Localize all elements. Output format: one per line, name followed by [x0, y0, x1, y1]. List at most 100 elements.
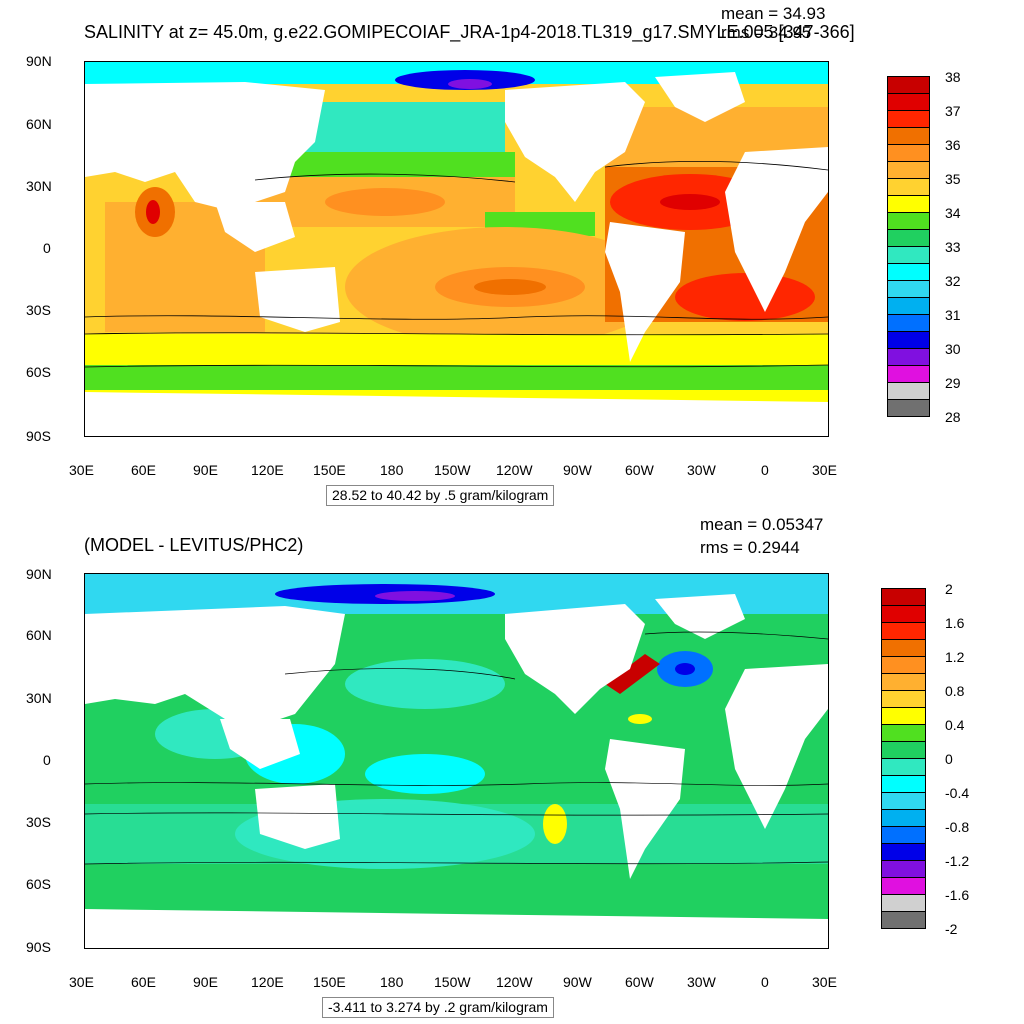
colorbar-swatch [887, 263, 930, 281]
contour-lines [85, 161, 828, 368]
colorbar-label: 1.6 [945, 615, 965, 631]
lat-label-60s-p2: 60S [26, 876, 51, 892]
lat-label-90s-p2: 90S [26, 939, 51, 955]
colorbar-label: -1.6 [945, 887, 970, 903]
north-atlantic-core [660, 194, 720, 210]
south-atlantic-max [675, 273, 815, 321]
colorbar-swatch [887, 76, 930, 94]
lon-label-180: 180 [380, 462, 404, 478]
lon-label-60e-p2: 60E [131, 974, 156, 990]
lon-label-30e-p2: 30E [69, 974, 94, 990]
lon-label-60e: 60E [131, 462, 156, 478]
lat-label-30n-p2: 30N [26, 690, 52, 706]
lon-label-150w-p2: 150W [434, 974, 471, 990]
colorbar-swatch [887, 178, 930, 196]
colorbar-swatch [887, 144, 930, 162]
arctic-negative-core [375, 591, 455, 601]
arctic-fresh-inner [448, 79, 492, 89]
southern-ocean-cyan [85, 804, 828, 864]
lat-label-30n: 30N [26, 178, 52, 194]
colorbar-label: 38 [945, 69, 961, 85]
colorbar-label: 1.2 [945, 649, 965, 665]
south-pacific-positive [543, 804, 567, 844]
colorbar-label: -2 [945, 921, 958, 937]
gulf-stream-positive [605, 654, 660, 694]
north-pacific-max [325, 188, 445, 216]
colorbar-swatch [881, 843, 926, 861]
land-north-america [505, 604, 645, 714]
lon-label-120w: 120W [496, 462, 533, 478]
colorbar-label: 37 [945, 103, 961, 119]
colorbar-swatch [881, 911, 926, 929]
colorbar-label: 0.8 [945, 683, 965, 699]
lon-label-30w-p2: 30W [687, 974, 716, 990]
land-antarctica [85, 392, 828, 436]
lon-label-90e-p2: 90E [193, 974, 218, 990]
lon-label-90w-p2: 90W [563, 974, 592, 990]
salinity-map [84, 61, 829, 437]
panel2-mean: mean = 0.05347 [700, 515, 824, 534]
lon-label-0-p2: 0 [761, 974, 769, 990]
land-asia-islands [215, 202, 295, 252]
panel2-units-note: -3.411 to 3.274 by .2 gram/kilogram [322, 997, 554, 1019]
panel1-rms: rms = 34.95 [721, 23, 812, 42]
colorbar-swatch [881, 758, 926, 776]
colorbar-swatch [887, 127, 930, 145]
colorbar-label: 30 [945, 341, 961, 357]
lat-label-90n: 90N [26, 53, 52, 69]
pacific-negative [365, 754, 485, 794]
colorbar-swatch [887, 212, 930, 230]
panel1-title: SALINITY at z= 45.0m, g.e22.GOMIPECOIAF_… [84, 22, 855, 42]
colorbar-swatch [881, 690, 926, 708]
colorbar-label: 33 [945, 239, 961, 255]
land-south-america [605, 222, 685, 362]
colorbar-swatch [881, 877, 926, 895]
colorbar-swatch [881, 656, 926, 674]
land-north-america [505, 82, 645, 202]
colorbar-swatch [881, 775, 926, 793]
panel1-units-note: 28.52 to 40.42 by .5 gram/kilogram [326, 485, 555, 507]
lon-label-30e-end: 30E [812, 462, 837, 478]
colorbar-swatch [881, 826, 926, 844]
lon-label-120w-p2: 120W [496, 974, 533, 990]
lat-label-eq-p2: 0 [43, 752, 51, 768]
colorbar-swatch [881, 809, 926, 827]
lat-label-90n-p2: 90N [26, 566, 52, 582]
lon-label-0: 0 [761, 462, 769, 478]
land-africa-europe [725, 147, 828, 312]
lon-label-60w-p2: 60W [625, 974, 654, 990]
panel1-colorbar: 38 37 36 35 34 33 32 31 30 29 28 [887, 70, 1007, 424]
colorbar-swatch [887, 161, 930, 179]
colorbar-label: 31 [945, 307, 961, 323]
colorbar-swatch [881, 622, 926, 640]
lon-label-180-p2: 180 [380, 974, 404, 990]
colorbar-swatch [887, 297, 930, 315]
southern-ocean-green [85, 365, 828, 390]
lat-label-30s: 30S [26, 302, 51, 318]
lat-label-60n: 60N [26, 116, 52, 132]
colorbar-swatch [887, 331, 930, 349]
lon-label-120e-p2: 120E [251, 974, 284, 990]
lon-label-150e-p2: 150E [313, 974, 346, 990]
colorbar-swatch [887, 280, 930, 298]
colorbar-swatch [881, 724, 926, 742]
colorbar-swatch [887, 348, 930, 366]
lon-label-30w: 30W [687, 462, 716, 478]
colorbar-label: -0.4 [945, 785, 970, 801]
north-atlantic-negative-core [675, 663, 695, 675]
lat-label-60s: 60S [26, 364, 51, 380]
colorbar-swatch [881, 639, 926, 657]
colorbar-swatch [881, 605, 926, 623]
panel2-title: (MODEL - LEVITUS/PHC2) [84, 535, 304, 555]
colorbar-label: 0.4 [945, 717, 965, 733]
land-antarctica [85, 909, 828, 948]
colorbar-label: 29 [945, 375, 961, 391]
lon-label-30e-end-p2: 30E [812, 974, 837, 990]
lon-label-150e: 150E [313, 462, 346, 478]
contour-lines [85, 631, 828, 865]
colorbar-label: -0.8 [945, 819, 970, 835]
land-africa-europe [725, 664, 828, 829]
colorbar-label: 0 [945, 751, 953, 767]
colorbar-label: 34 [945, 205, 961, 221]
colorbar-swatch [881, 707, 926, 725]
